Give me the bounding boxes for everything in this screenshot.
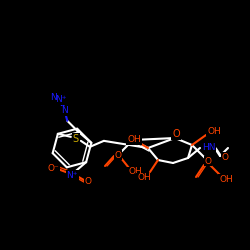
- Text: OH: OH: [128, 168, 142, 176]
- Text: O: O: [172, 129, 180, 139]
- Text: O⁻: O⁻: [47, 164, 59, 173]
- Text: OH: OH: [219, 174, 233, 184]
- Text: N: N: [61, 106, 68, 115]
- Text: N⁺: N⁺: [56, 95, 67, 104]
- Text: O: O: [204, 156, 212, 166]
- Text: OH: OH: [137, 174, 151, 182]
- Text: O: O: [114, 150, 121, 160]
- Text: O: O: [222, 152, 228, 162]
- Text: O: O: [85, 177, 92, 186]
- Text: N⁺: N⁺: [66, 171, 78, 180]
- Text: HN: HN: [202, 142, 216, 152]
- Text: OH: OH: [127, 136, 141, 144]
- Text: N: N: [50, 93, 57, 102]
- Text: OH: OH: [207, 126, 221, 136]
- Text: S: S: [73, 134, 79, 144]
